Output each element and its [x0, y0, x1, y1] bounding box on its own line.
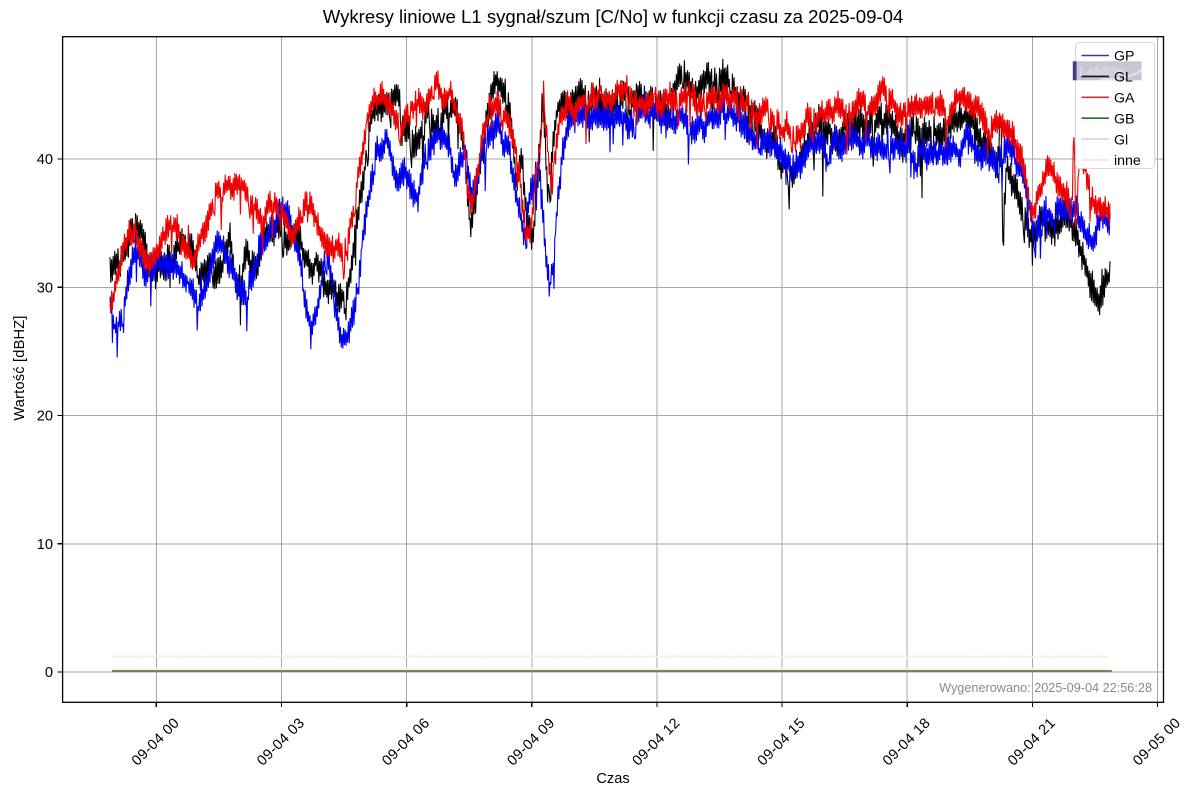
svg-text:Wykresy liniowe L1 sygnał/szum: Wykresy liniowe L1 sygnał/szum [C/No] w …	[323, 6, 904, 27]
svg-text:30: 30	[37, 280, 53, 296]
svg-text:GP: GP	[1114, 49, 1135, 65]
svg-text:inne: inne	[1114, 153, 1141, 169]
svg-text:GL: GL	[1114, 70, 1133, 86]
svg-text:GA: GA	[1114, 91, 1135, 107]
svg-text:Gl: Gl	[1114, 132, 1128, 148]
svg-text:10: 10	[37, 537, 53, 553]
svg-text:GB: GB	[1114, 111, 1135, 127]
svg-text:Wygenerowano: 2025-09-04 22:56: Wygenerowano: 2025-09-04 22:56:28	[939, 681, 1152, 695]
svg-text:LabSim: LabSim	[1080, 67, 1125, 79]
svg-text:Czas: Czas	[596, 771, 629, 787]
svg-text:Wartość [dBHZ]: Wartość [dBHZ]	[12, 315, 28, 420]
svg-text:40: 40	[37, 152, 53, 168]
svg-text:20: 20	[37, 409, 53, 425]
svg-text:0: 0	[45, 665, 53, 681]
